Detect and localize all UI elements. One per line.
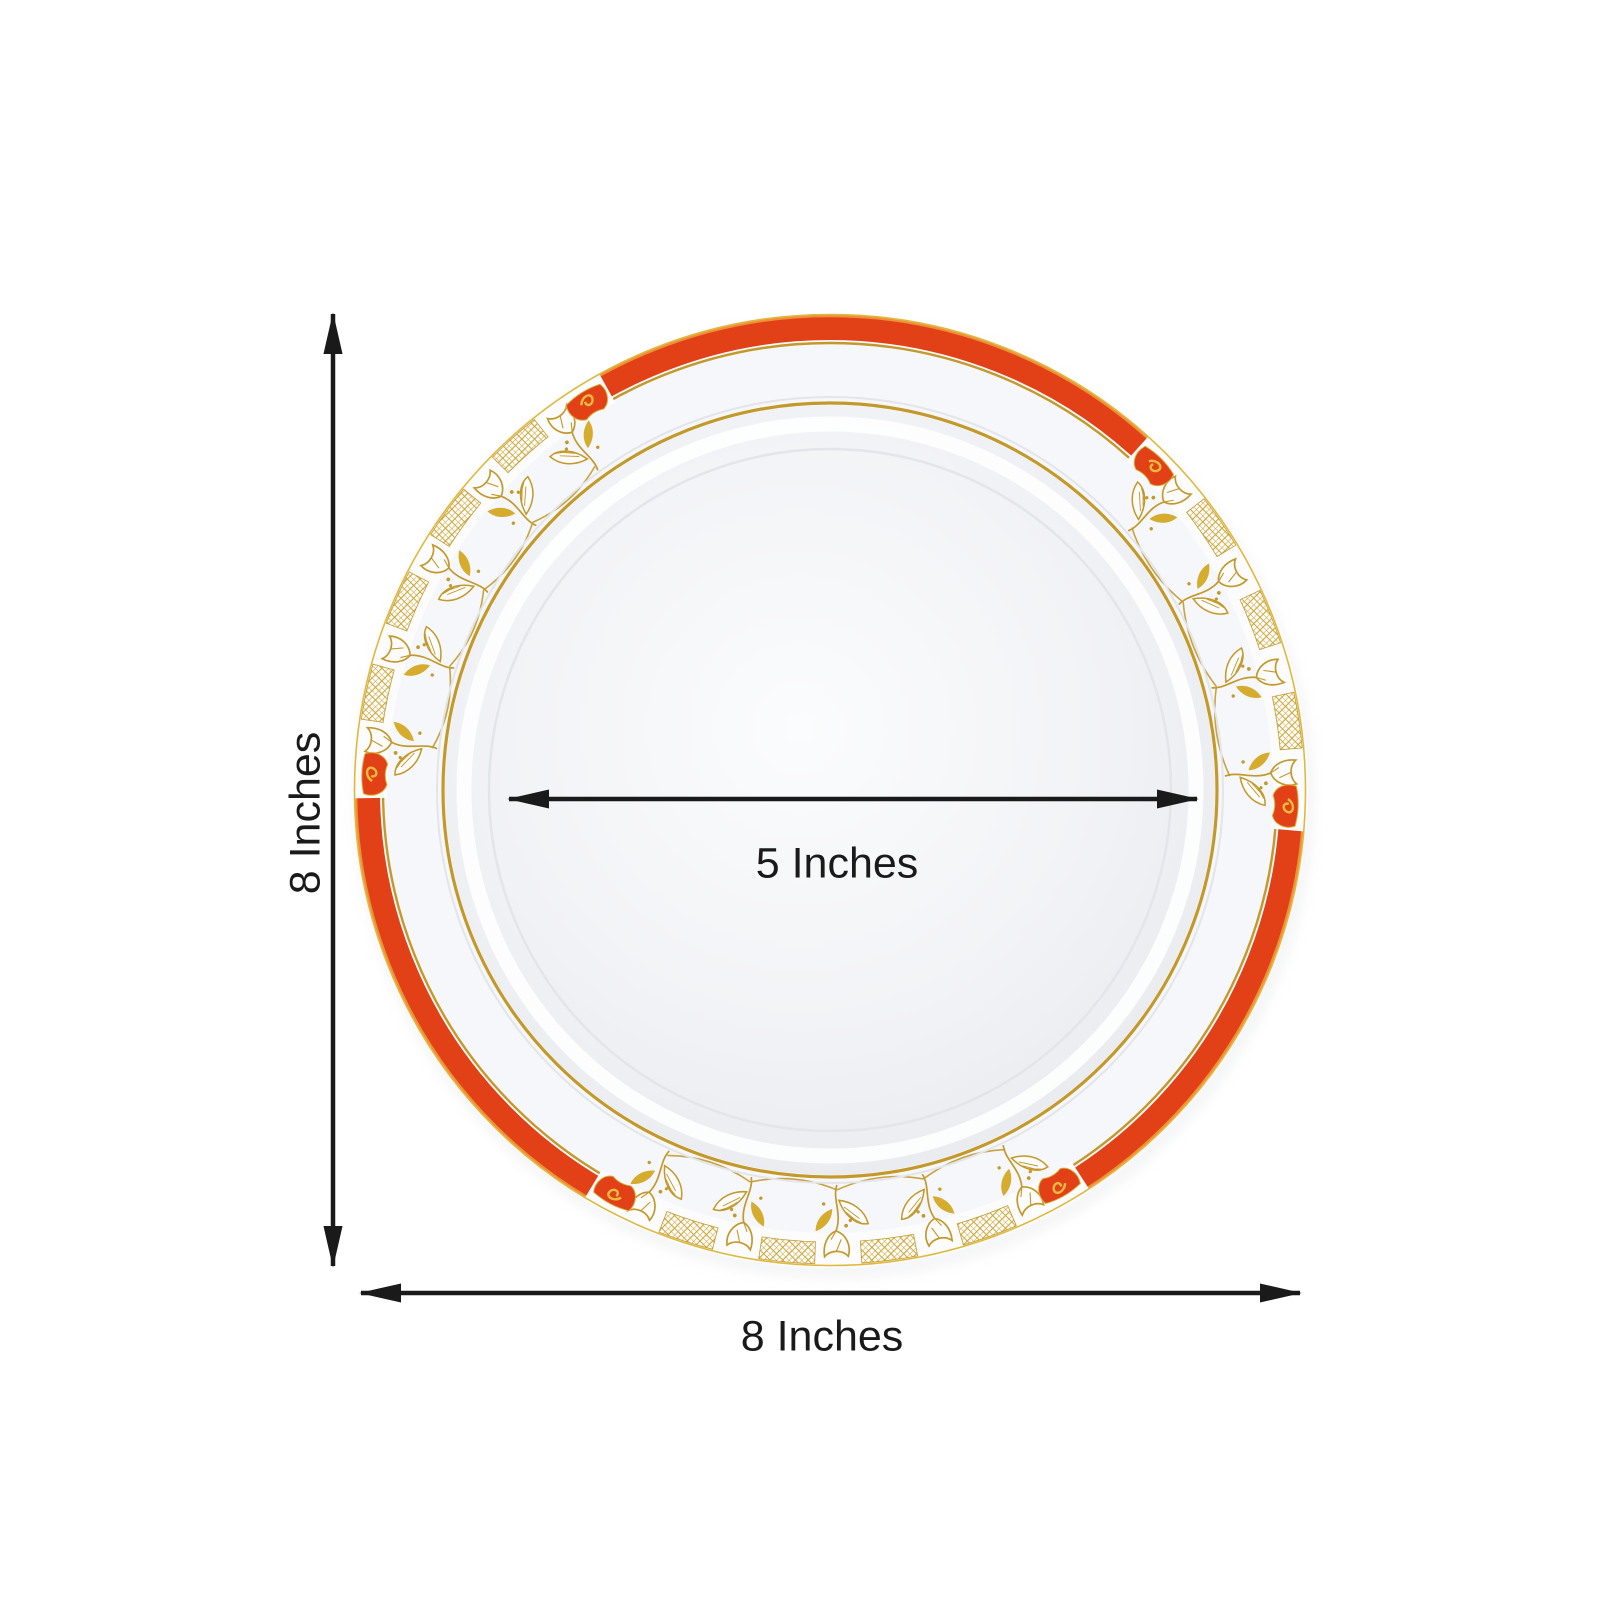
- gold-lattice-segment: [658, 1211, 719, 1250]
- gold-lattice-segment: [1271, 691, 1303, 751]
- gold-lattice-segment: [430, 488, 482, 548]
- plate-inner-gold-circle: [441, 401, 1219, 1179]
- gold-lattice-segment: [956, 1205, 1017, 1246]
- red-scroll-patch: [1270, 783, 1301, 829]
- gold-lattice-segment: [859, 1233, 919, 1264]
- plate-edge-line: [353, 313, 1307, 1267]
- gold-garland-swag: [431, 465, 596, 749]
- inner-diameter-dimension-label: 5 Inches: [755, 839, 919, 888]
- width-dimension-label: 8 Inches: [740, 1312, 904, 1361]
- gold-lattice-segment: [758, 1236, 816, 1265]
- gold-lattice-segment: [385, 571, 430, 632]
- plate-well: [445, 405, 1215, 1175]
- gold-lattice-segment: [1239, 589, 1282, 651]
- plate-well-emboss-ring: [436, 396, 1224, 1184]
- red-scroll-patch: [359, 751, 390, 797]
- gold-lattice-segment: [491, 418, 549, 474]
- plate: [352, 313, 1311, 1276]
- gold-lattice-segment: [360, 663, 395, 723]
- dimension-arrows: [323, 312, 1302, 1303]
- height-dimension-label: 8 Inches: [281, 731, 330, 895]
- gold-lattice-segment: [1186, 498, 1237, 558]
- gold-garland-swag: [667, 1148, 1006, 1191]
- gold-garland-swag: [1131, 527, 1231, 777]
